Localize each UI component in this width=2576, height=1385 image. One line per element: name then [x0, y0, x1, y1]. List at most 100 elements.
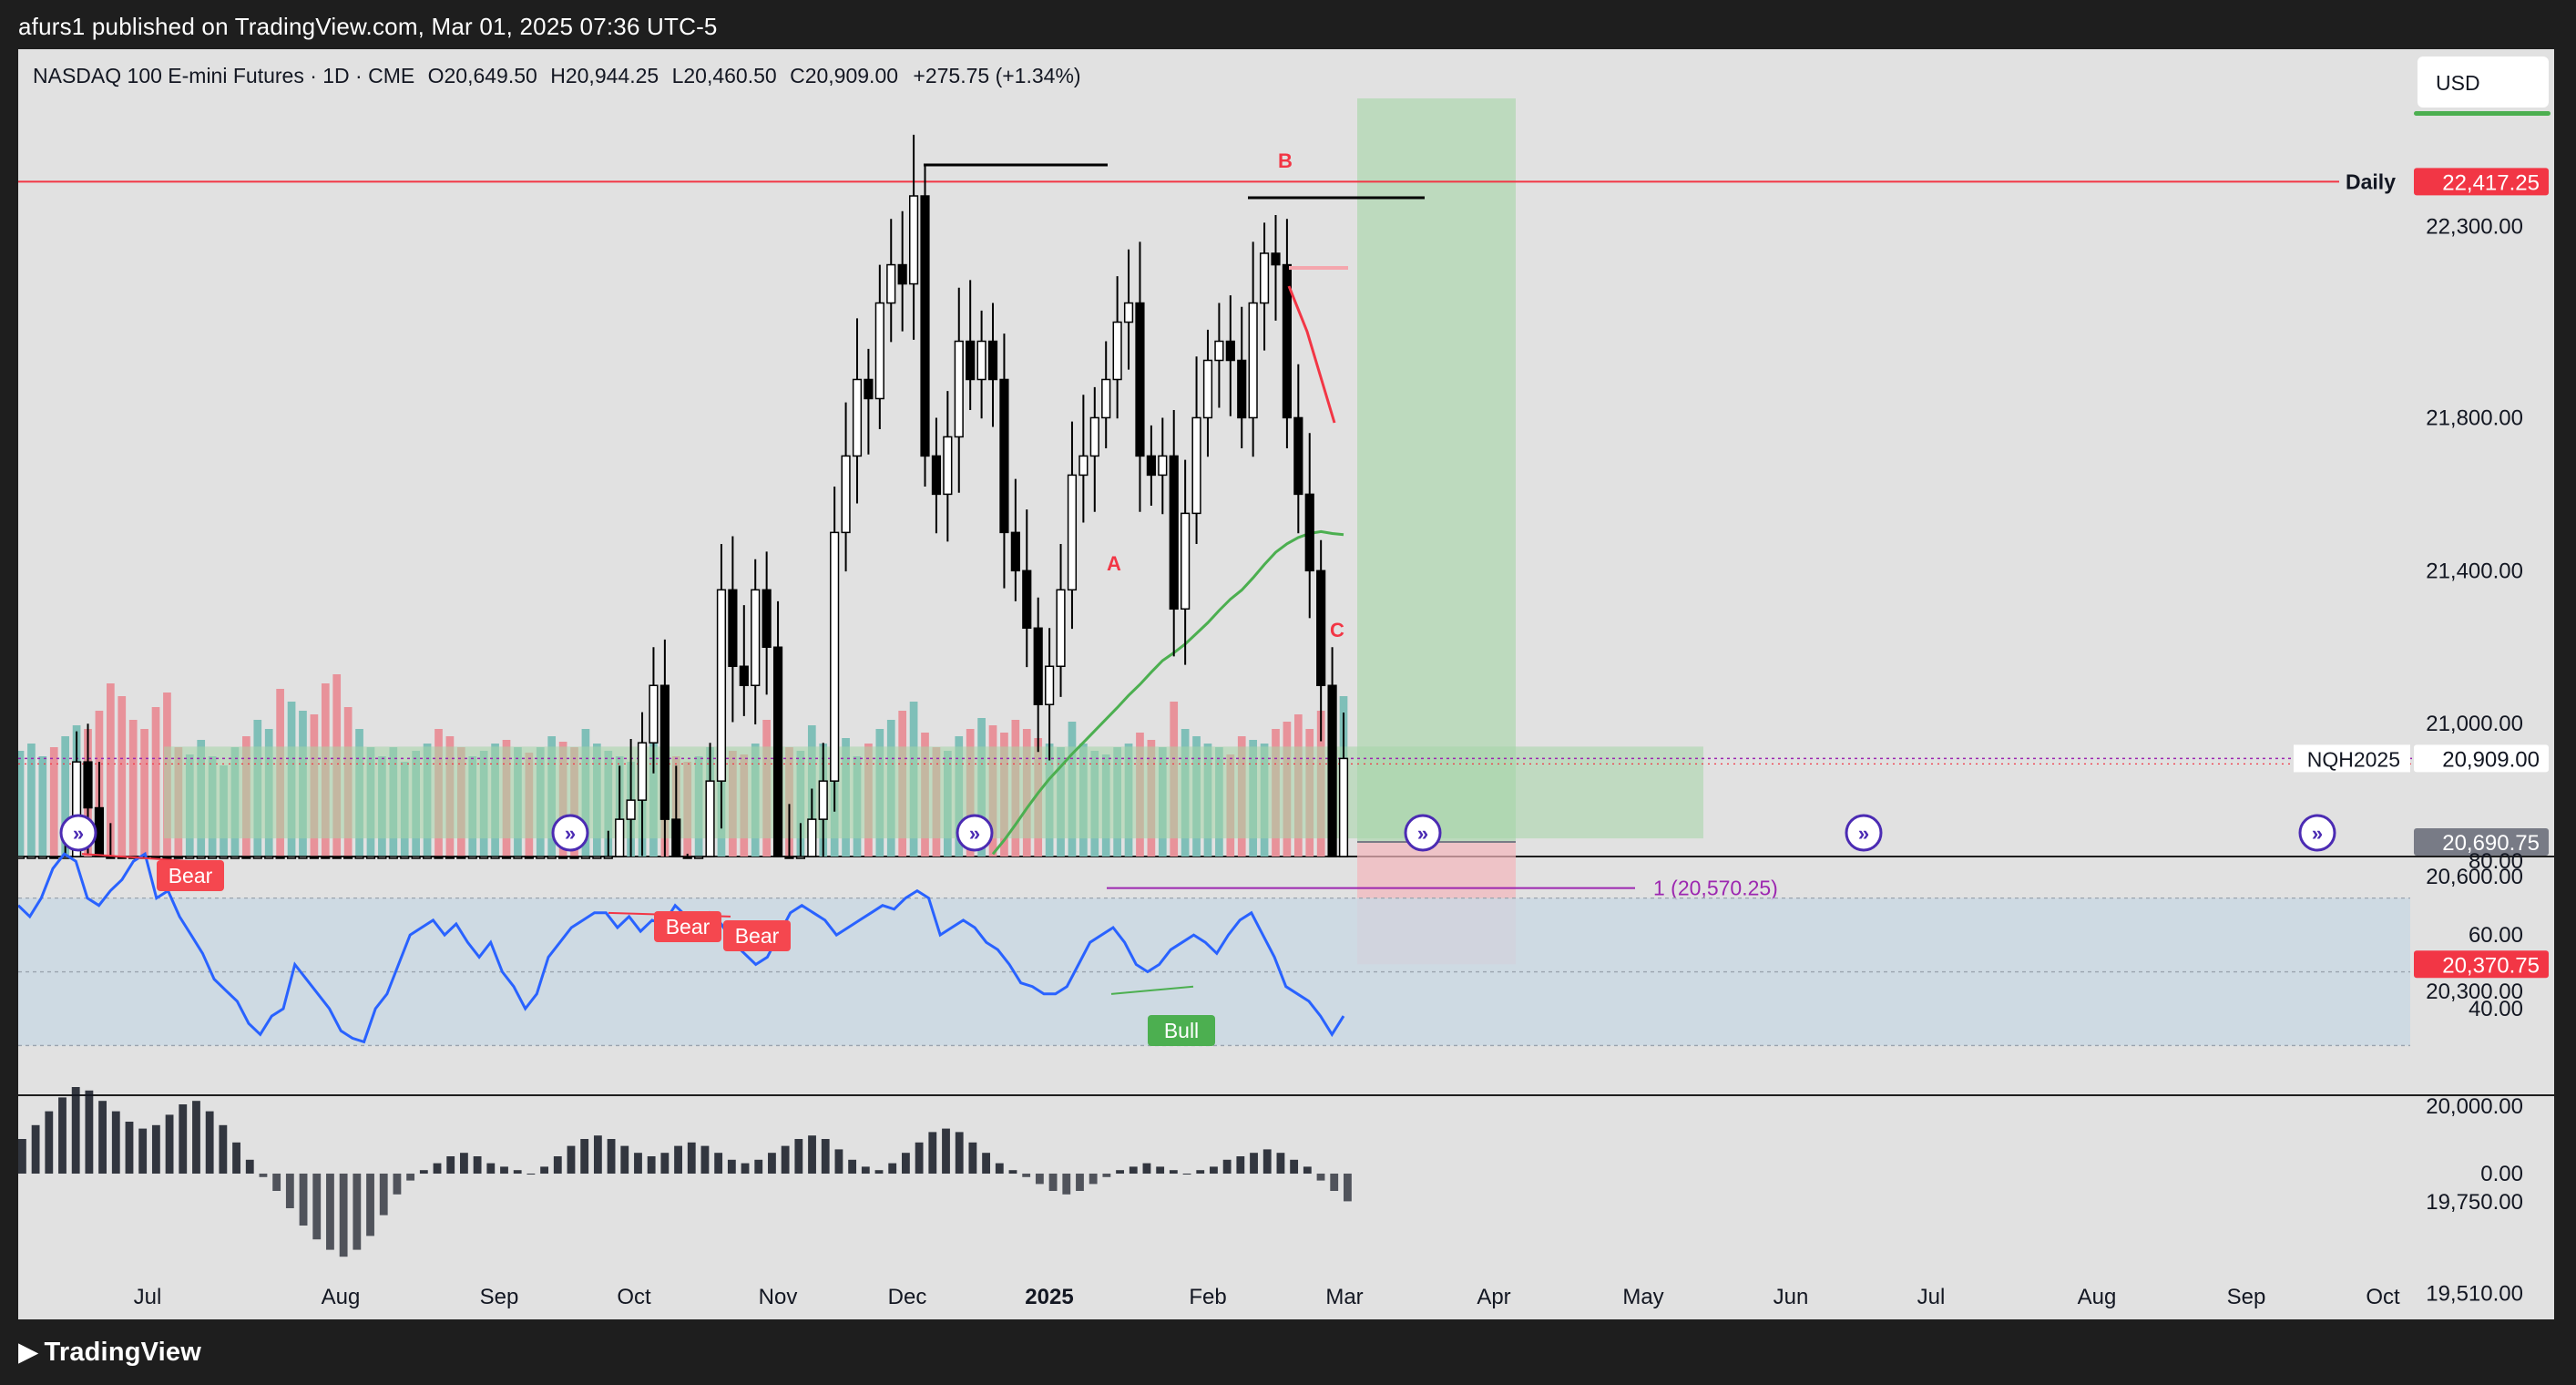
x-axis-label: 2025	[1025, 1285, 1073, 1309]
bear-label-bg	[157, 860, 224, 891]
momentum-bar	[848, 1159, 857, 1174]
event-marker-icon	[1404, 814, 1442, 852]
volume-bar	[49, 747, 58, 857]
momentum-bar	[285, 1174, 294, 1208]
event-marker-icon	[551, 814, 589, 852]
momentum-bar	[928, 1132, 937, 1174]
momentum-bar	[888, 1163, 897, 1174]
bear-label: Bear	[169, 864, 213, 887]
bear-label-bg	[723, 920, 791, 951]
volume-bar	[27, 744, 36, 857]
candle-body	[71, 761, 82, 857]
candle-body	[1146, 455, 1156, 477]
candle-body	[1135, 302, 1145, 457]
momentum-bar	[540, 1166, 548, 1174]
candle-body	[252, 856, 262, 859]
momentum-bar	[1169, 1170, 1178, 1174]
candle-body	[275, 856, 285, 859]
momentum-bar	[647, 1156, 656, 1174]
momentum-bar	[1210, 1166, 1218, 1174]
momentum-bar	[1250, 1153, 1258, 1174]
momentum-bar	[1262, 1149, 1272, 1174]
candle-body	[682, 856, 692, 859]
candle-body	[1067, 474, 1078, 591]
candle-body	[264, 856, 274, 859]
low-value: 20,460.50	[683, 64, 777, 87]
candle-body	[1259, 252, 1270, 304]
momentum-bar	[406, 1174, 415, 1181]
candle-body	[1112, 321, 1122, 381]
candle-body	[739, 665, 749, 686]
event-marker-icon	[1845, 814, 1883, 852]
stop-price-tag: 20,370.75	[2442, 953, 2540, 978]
candle-body	[705, 780, 715, 857]
momentum-bar	[1344, 1174, 1352, 1202]
momentum-bar	[31, 1124, 40, 1174]
momentum-bar	[1290, 1159, 1299, 1174]
momentum-bar	[821, 1139, 830, 1174]
momentum-bar	[754, 1159, 763, 1174]
candle-body	[1089, 416, 1099, 457]
chart-canvas[interactable]: 1 (20,570.25) B A C » » » » » » 22,300.00 21,800.00…	[18, 49, 2554, 1319]
candle-body	[987, 340, 998, 381]
momentum-bar	[1035, 1174, 1044, 1185]
candle-body	[208, 856, 218, 859]
momentum-bar	[526, 1174, 536, 1175]
y-axis-tick-label: 20,300.00	[2426, 980, 2523, 1004]
wave-label-b: B	[1278, 149, 1293, 172]
momentum-bar	[982, 1153, 990, 1174]
rsi-axis-label: 80.00	[2469, 849, 2523, 874]
momentum-bar	[18, 1139, 26, 1174]
candle-body	[751, 589, 761, 686]
tradingview-logo[interactable]: ▶​ TradingView	[18, 1336, 201, 1368]
momentum-bar	[781, 1145, 790, 1174]
momentum-bar	[741, 1163, 750, 1174]
momentum-bar	[111, 1111, 120, 1174]
rsi-line	[18, 851, 1345, 1044]
momentum-bar	[727, 1159, 736, 1174]
momentum-bar	[968, 1142, 977, 1174]
candle-body	[874, 302, 884, 400]
candle-body	[886, 263, 896, 304]
momentum-bar	[393, 1174, 402, 1195]
candle-body	[1022, 569, 1032, 630]
candle-body	[1202, 359, 1213, 419]
stop-price-tag-bg	[2414, 950, 2549, 979]
event-marker-arrow: »	[1417, 822, 1428, 845]
volume-bar	[61, 736, 70, 857]
x-axis-label: May	[1622, 1285, 1663, 1309]
momentum-bar	[768, 1153, 776, 1174]
candle-body	[841, 455, 851, 534]
momentum-bar	[125, 1122, 134, 1174]
momentum-bar	[460, 1153, 468, 1174]
y-axis-tick-label: 21,400.00	[2426, 559, 2523, 583]
currency-button[interactable]: USD	[2418, 56, 2549, 108]
chart-panel[interactable]: 1 (20,570.25) B A C » » » » » » 22,300.00 21,800.00…	[18, 49, 2554, 1319]
candle-body	[1271, 252, 1281, 266]
momentum-bar	[861, 1166, 870, 1174]
momentum-bar	[85, 1090, 94, 1174]
candle-body	[580, 856, 591, 859]
open-label: O	[427, 64, 445, 87]
volume-bar	[107, 683, 115, 857]
candle-body	[1327, 684, 1337, 857]
brand-name: TradingView	[44, 1338, 202, 1367]
symbol-name: NASDAQ 100 E-mini Futures · 1D · CME	[33, 64, 415, 87]
momentum-bar	[580, 1139, 589, 1174]
candle-body	[1045, 665, 1055, 705]
momentum-bar	[995, 1163, 1004, 1174]
candle-body	[931, 455, 942, 496]
candle-body	[467, 856, 477, 859]
y-axis-tick-label: 20,000.00	[2426, 1094, 2523, 1119]
momentum-bar	[446, 1156, 455, 1174]
candle-body	[445, 856, 455, 859]
close-label: C	[790, 64, 805, 87]
momentum-bar	[1142, 1163, 1151, 1174]
momentum-bar	[1062, 1174, 1071, 1195]
candle-body	[1225, 340, 1235, 362]
momentum-bar	[915, 1142, 924, 1174]
candle-body	[1033, 627, 1043, 705]
bear-label: Bear	[735, 924, 780, 948]
red-trend-line	[1287, 285, 1336, 424]
candle-body	[411, 856, 421, 859]
